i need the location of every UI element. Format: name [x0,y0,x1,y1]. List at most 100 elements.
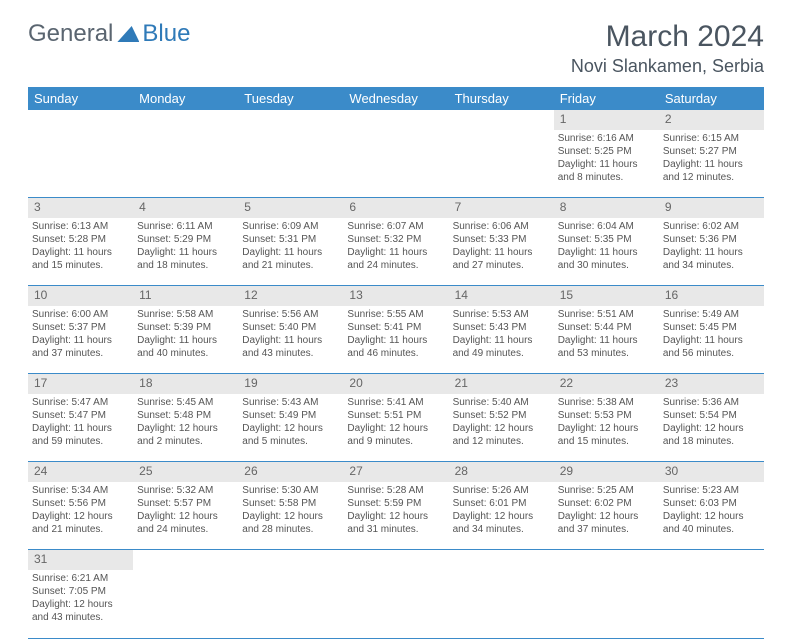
day-number [133,550,238,570]
day-cell-line: and 12 minutes. [663,171,760,184]
title-block: March 2024 Novi Slankamen, Serbia [571,20,764,77]
day-cell: Sunrise: 5:49 AMSunset: 5:45 PMDaylight:… [659,306,764,374]
day-cell-line: Sunset: 5:32 PM [347,233,444,246]
day-cell-line: and 9 minutes. [347,435,444,448]
day-cell [238,570,343,638]
day-cell-line: and 56 minutes. [663,347,760,360]
day-cell-line: Sunrise: 5:58 AM [137,308,234,321]
day-cell-line: and 28 minutes. [242,523,339,536]
day-cell-line: Sunset: 5:48 PM [137,409,234,422]
day-data-row: Sunrise: 6:16 AMSunset: 5:25 PMDaylight:… [28,130,764,198]
day-cell-line: Sunrise: 6:02 AM [663,220,760,233]
day-cell-line: Sunrise: 5:40 AM [453,396,550,409]
day-header: Wednesday [343,87,448,110]
day-cell-line: Daylight: 11 hours [558,334,655,347]
day-cell-line: Sunrise: 6:13 AM [32,220,129,233]
day-cell-line: Sunset: 5:29 PM [137,233,234,246]
day-cell-line: and 15 minutes. [558,435,655,448]
day-cell: Sunrise: 5:28 AMSunset: 5:59 PMDaylight:… [343,482,448,550]
day-number: 23 [659,374,764,394]
day-cell-line: Sunrise: 6:16 AM [558,132,655,145]
day-cell-line: Sunset: 5:40 PM [242,321,339,334]
day-number: 19 [238,374,343,394]
day-cell-line: Sunset: 5:27 PM [663,145,760,158]
day-cell-line: Daylight: 11 hours [663,246,760,259]
day-data-row: Sunrise: 5:34 AMSunset: 5:56 PMDaylight:… [28,482,764,550]
day-number-row: 31 [28,550,764,570]
day-cell-line: Daylight: 11 hours [663,158,760,171]
day-cell-line: and 53 minutes. [558,347,655,360]
day-cell-line: Sunrise: 5:41 AM [347,396,444,409]
day-cell-line: and 2 minutes. [137,435,234,448]
day-cell-line: and 21 minutes. [32,523,129,536]
day-cell-line: Daylight: 12 hours [242,510,339,523]
day-cell-line: Sunrise: 5:49 AM [663,308,760,321]
day-cell-line: and 43 minutes. [242,347,339,360]
day-number: 3 [28,198,133,218]
day-cell-line: Daylight: 11 hours [242,334,339,347]
day-cell-line: Sunset: 5:49 PM [242,409,339,422]
day-cell: Sunrise: 6:06 AMSunset: 5:33 PMDaylight:… [449,218,554,286]
day-number-row: 10111213141516 [28,286,764,306]
day-cell: Sunrise: 6:04 AMSunset: 5:35 PMDaylight:… [554,218,659,286]
day-cell-line: Daylight: 11 hours [242,246,339,259]
day-cell-line: and 8 minutes. [558,171,655,184]
day-cell-line: Sunset: 5:47 PM [32,409,129,422]
day-cell-line: Sunset: 5:45 PM [663,321,760,334]
day-cell-line: Sunset: 5:39 PM [137,321,234,334]
day-cell-line: Sunset: 5:58 PM [242,497,339,510]
day-cell: Sunrise: 5:40 AMSunset: 5:52 PMDaylight:… [449,394,554,462]
day-cell-line: Daylight: 11 hours [347,334,444,347]
day-cell: Sunrise: 5:38 AMSunset: 5:53 PMDaylight:… [554,394,659,462]
day-cell: Sunrise: 5:58 AMSunset: 5:39 PMDaylight:… [133,306,238,374]
day-cell-line: Sunrise: 5:45 AM [137,396,234,409]
day-cell-line: Daylight: 12 hours [558,422,655,435]
day-cell-line: Sunrise: 5:51 AM [558,308,655,321]
day-cell [238,130,343,198]
day-cell-line: Sunrise: 5:25 AM [558,484,655,497]
day-number [659,550,764,570]
day-cell-line: and 40 minutes. [663,523,760,536]
day-cell-line: Daylight: 11 hours [453,246,550,259]
day-cell-line: Daylight: 11 hours [32,246,129,259]
day-cell: Sunrise: 5:32 AMSunset: 5:57 PMDaylight:… [133,482,238,550]
day-number: 20 [343,374,448,394]
day-number [449,110,554,130]
day-cell-line: Sunrise: 5:53 AM [453,308,550,321]
day-cell: Sunrise: 5:45 AMSunset: 5:48 PMDaylight:… [133,394,238,462]
day-cell-line: Daylight: 12 hours [347,510,444,523]
day-cell [343,130,448,198]
day-number: 1 [554,110,659,130]
day-cell-line: Daylight: 11 hours [663,334,760,347]
day-cell [449,570,554,638]
page-header: General Blue March 2024 Novi Slankamen, … [28,20,764,77]
day-cell: Sunrise: 5:51 AMSunset: 5:44 PMDaylight:… [554,306,659,374]
day-cell: Sunrise: 5:30 AMSunset: 5:58 PMDaylight:… [238,482,343,550]
day-cell-line: and 34 minutes. [453,523,550,536]
day-cell-line: Daylight: 11 hours [558,246,655,259]
day-number: 4 [133,198,238,218]
day-number [449,550,554,570]
day-header-row: Sunday Monday Tuesday Wednesday Thursday… [28,87,764,110]
day-number-row: 24252627282930 [28,462,764,482]
day-cell-line: Sunrise: 6:04 AM [558,220,655,233]
day-cell: Sunrise: 5:26 AMSunset: 6:01 PMDaylight:… [449,482,554,550]
day-number-row: 3456789 [28,198,764,218]
day-number-row: 12 [28,110,764,130]
logo: General Blue [28,20,190,48]
day-cell-line: Daylight: 12 hours [137,510,234,523]
day-cell: Sunrise: 5:41 AMSunset: 5:51 PMDaylight:… [343,394,448,462]
day-cell: Sunrise: 5:55 AMSunset: 5:41 PMDaylight:… [343,306,448,374]
day-number: 6 [343,198,448,218]
day-cell-line: and 27 minutes. [453,259,550,272]
day-cell [449,130,554,198]
day-cell: Sunrise: 5:56 AMSunset: 5:40 PMDaylight:… [238,306,343,374]
day-number: 18 [133,374,238,394]
day-cell-line: Daylight: 12 hours [137,422,234,435]
day-cell-line: and 49 minutes. [453,347,550,360]
day-number [238,110,343,130]
day-cell-line: Sunset: 5:56 PM [32,497,129,510]
logo-text-2: Blue [142,20,190,48]
day-cell-line: and 59 minutes. [32,435,129,448]
day-cell-line: Daylight: 12 hours [663,510,760,523]
